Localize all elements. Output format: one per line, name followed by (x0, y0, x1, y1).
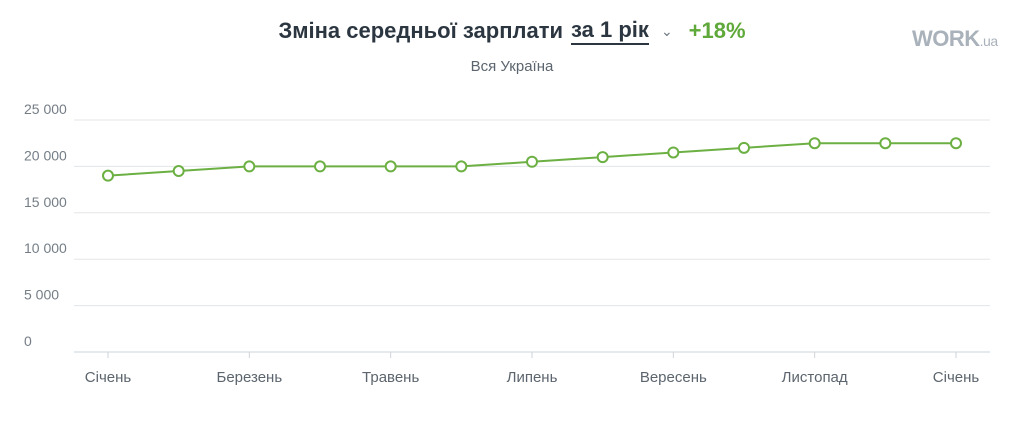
x-tick-label: Вересень (640, 369, 707, 386)
chevron-down-icon[interactable]: ⌄ (660, 22, 673, 39)
data-point (667, 146, 680, 159)
x-tick-label: Травень (362, 369, 419, 386)
chart-title: Зміна середньої зарплати (278, 18, 564, 43)
data-point (243, 160, 256, 173)
data-point (738, 141, 750, 154)
y-tick-label: 20 000 (24, 147, 67, 163)
period-dropdown[interactable]: за 1 рік (571, 17, 649, 45)
data-point (314, 160, 326, 173)
y-tick-label: 10 000 (24, 240, 67, 256)
y-tick-label: 0 (24, 333, 32, 349)
logo-suffix-text: .ua (979, 33, 998, 49)
x-tick-label: Липень (507, 369, 558, 386)
salary-change-value: +18% (688, 18, 746, 43)
data-point (102, 169, 114, 182)
chart-subtitle: Вся Україна (470, 58, 554, 75)
data-point (879, 137, 892, 150)
data-point (526, 155, 538, 168)
data-point (172, 165, 185, 178)
data-point (596, 151, 609, 164)
chart-header: Зміна середньої зарплати за 1 рік ⌄ +18% (0, 14, 1024, 48)
data-point (384, 160, 397, 173)
work-ua-logo[interactable]: WORK.ua (912, 26, 998, 52)
y-tick-label: 5 000 (24, 287, 59, 303)
logo-main-text: WORK (912, 26, 980, 51)
x-tick-label: Січень (85, 369, 132, 386)
x-tick-label: Січень (933, 369, 980, 386)
y-tick-label: 15 000 (24, 194, 67, 210)
x-tick-label: Листопад (782, 369, 848, 386)
data-point (455, 160, 468, 173)
x-tick-label: Березень (216, 369, 282, 386)
y-tick-label: 25 000 (24, 101, 67, 117)
data-point (950, 137, 962, 150)
data-point (808, 137, 821, 150)
